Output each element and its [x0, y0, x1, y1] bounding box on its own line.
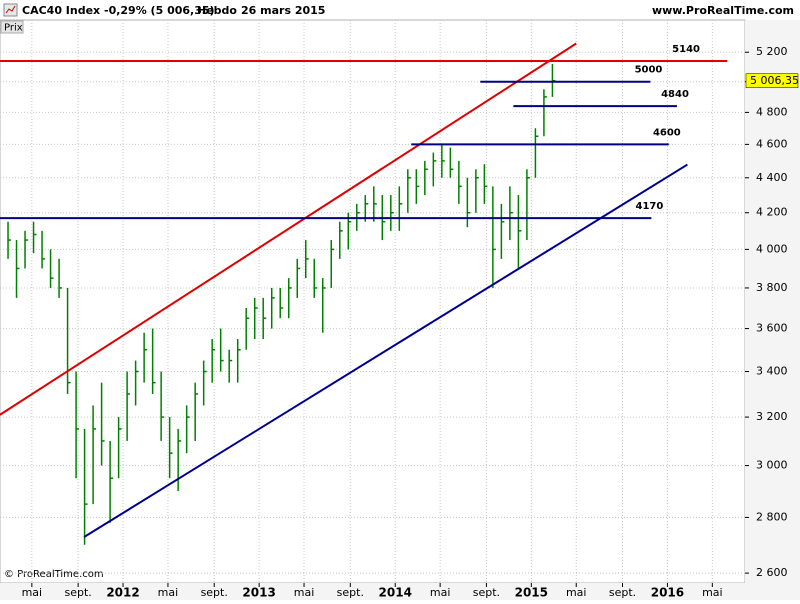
y-tick-label: 3 200: [756, 410, 788, 423]
x-tick-label: 2015: [515, 586, 548, 600]
header-icon: [3, 3, 18, 17]
y-axis-panel: [745, 20, 800, 583]
y-tick-label: 4 800: [756, 105, 788, 118]
x-tick-label: sept.: [201, 586, 228, 599]
level-label: 5140: [672, 44, 700, 55]
last-price-box: [745, 73, 799, 89]
plot-area: [0, 19, 746, 584]
y-tick-label: 3 800: [756, 281, 788, 294]
change: -0,29% (5 006,35): [104, 4, 215, 17]
copyright: © ProRealTime.com: [4, 569, 104, 580]
y-tick-label: 2 800: [756, 510, 788, 523]
level-label: 4840: [661, 89, 689, 100]
x-tick-label: mai: [158, 586, 179, 599]
x-tick-label: mai: [22, 586, 43, 599]
period: Hebdo: [197, 4, 237, 17]
y-tick-label: 2 600: [756, 566, 788, 579]
x-tick-label: mai: [566, 586, 587, 599]
date: 26 mars 2015: [241, 4, 325, 17]
panel-label: Prix: [4, 23, 23, 34]
site: www.ProRealTime.com: [652, 4, 794, 17]
x-tick-label: 2014: [379, 586, 412, 600]
y-tick-label: 4 600: [756, 137, 788, 150]
last-price-label: 5 006,35: [750, 74, 799, 87]
y-tick-label: 4 400: [756, 171, 788, 184]
level-label: 4600: [653, 127, 681, 138]
x-tick-label: sept.: [64, 586, 91, 599]
x-tick-label: mai: [294, 586, 315, 599]
x-tick-label: 2012: [106, 586, 139, 600]
panel-tab: [0, 20, 24, 34]
y-tick-label: 3 600: [756, 322, 788, 335]
x-tick-label: sept.: [337, 586, 364, 599]
y-tick-label: 5 200: [756, 45, 788, 58]
x-tick-label: sept.: [609, 586, 636, 599]
y-tick-label: 4 000: [756, 242, 788, 255]
instrument: CAC40 Index: [22, 4, 100, 17]
y-tick-label: 4 200: [756, 206, 788, 219]
x-tick-label: mai: [702, 586, 723, 599]
level-label: 5000: [635, 65, 663, 76]
x-tick-label: 2013: [242, 586, 275, 600]
y-tick-label: 3 000: [756, 459, 788, 472]
x-axis-panel: [0, 583, 800, 600]
plot: [0, 20, 745, 583]
x-tick-label: 2016: [651, 586, 684, 600]
x-tick-label: sept.: [473, 586, 500, 599]
x-tick-label: mai: [430, 586, 451, 599]
y-tick-label: 3 400: [756, 365, 788, 378]
trend-line: [0, 42, 577, 416]
level-label: 4170: [636, 201, 664, 212]
trend-line: [83, 163, 688, 538]
